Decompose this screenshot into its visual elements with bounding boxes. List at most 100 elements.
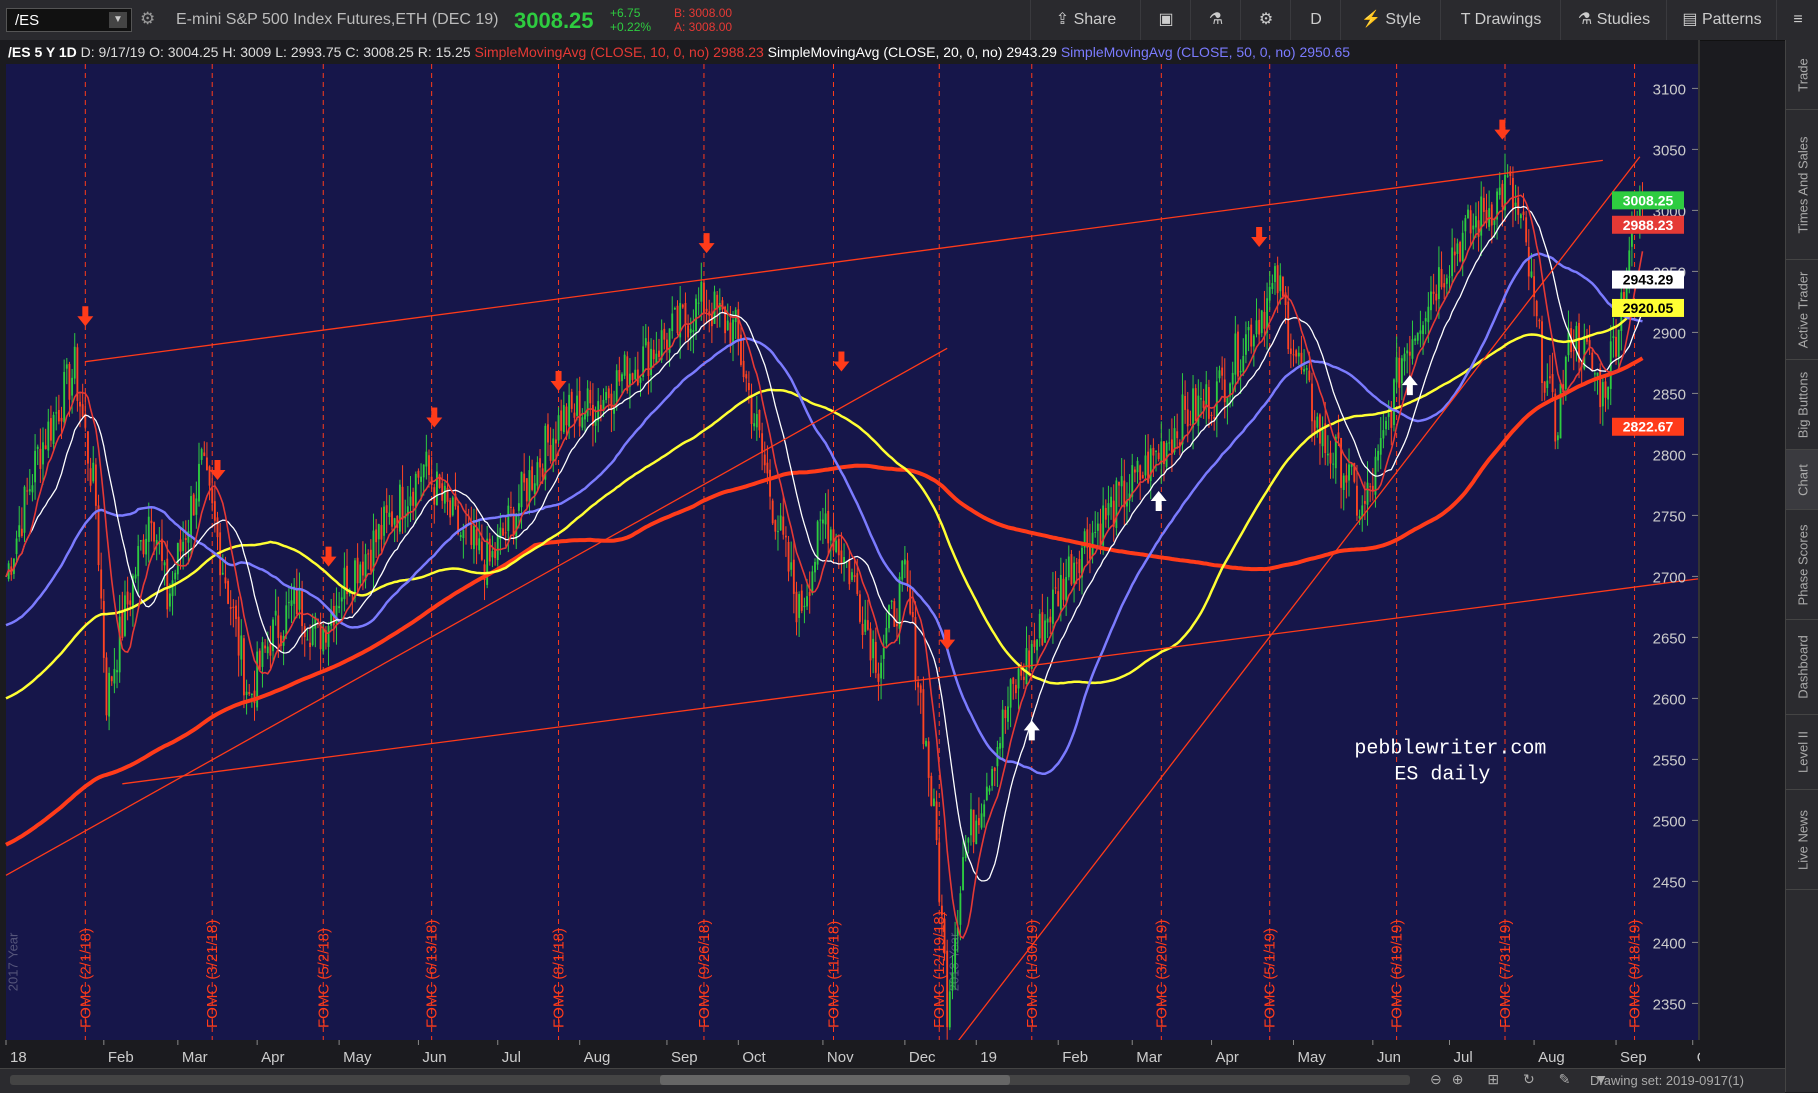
candle-body	[1189, 424, 1192, 426]
candle-body	[449, 500, 452, 518]
candle-body	[1601, 382, 1604, 407]
side-tab-phase-scores[interactable]: Phase Scores	[1786, 510, 1818, 620]
candle-body	[1623, 291, 1625, 300]
side-tab-live-news[interactable]: Live News	[1786, 790, 1818, 890]
candle-body	[1276, 265, 1279, 294]
candle-body	[837, 538, 840, 556]
candle-body	[322, 626, 325, 652]
candle-body	[1184, 396, 1187, 410]
candle-body	[1266, 298, 1268, 333]
studies-button[interactable]: ⚗ Studies	[1560, 0, 1667, 40]
candle-body	[658, 350, 660, 357]
candle-body	[330, 610, 333, 626]
candle-body	[346, 565, 348, 595]
candle-body	[568, 394, 571, 427]
candle-body	[1308, 370, 1311, 381]
candle-body	[372, 530, 375, 571]
layout-button[interactable]: ▣	[1140, 0, 1191, 40]
candle-body	[1271, 283, 1274, 289]
candle-body	[406, 506, 409, 516]
candle-body	[462, 529, 465, 539]
candle-body	[716, 294, 719, 309]
candle-body	[1123, 480, 1126, 508]
info-part: L: 2993.75	[275, 44, 345, 60]
candle-body	[190, 496, 192, 536]
flask-button[interactable]: ⚗	[1190, 0, 1241, 40]
candle-body	[525, 478, 528, 502]
share-button[interactable]: ⇪ Share	[1030, 0, 1141, 40]
candle-body	[893, 601, 896, 627]
zoom-controls[interactable]: ⊖⊕ ⊞ ↻ ✎ ▼	[1430, 1071, 1619, 1087]
drawings-button[interactable]: T Drawings	[1440, 0, 1561, 40]
candle-body	[1393, 379, 1395, 426]
menu-icon: ≡	[1793, 11, 1803, 28]
candle-body	[393, 518, 396, 525]
side-tab-times-and-sales[interactable]: Times And Sales	[1786, 110, 1818, 260]
candle-body	[1149, 448, 1152, 482]
candle-body	[145, 538, 148, 555]
side-tab-dashboard[interactable]: Dashboard	[1786, 620, 1818, 715]
candle-body	[1041, 612, 1044, 646]
info-part: O: 3004.25	[149, 44, 222, 60]
candle-body	[369, 549, 372, 571]
symbol-input[interactable]: /ES ▼	[6, 8, 132, 32]
candle-body	[946, 950, 949, 1028]
candle-body	[65, 364, 68, 369]
aggregation-button[interactable]: D	[1290, 0, 1341, 40]
side-tab-trade[interactable]: Trade	[1786, 40, 1818, 110]
candle-body	[1038, 613, 1041, 639]
candle-body	[1065, 577, 1068, 601]
candle-body	[1607, 386, 1610, 400]
side-tab-chart[interactable]: Chart	[1786, 450, 1818, 510]
candle-body	[1509, 171, 1512, 176]
candle-body	[1300, 352, 1303, 370]
side-tab-active-trader[interactable]: Active Trader	[1786, 260, 1818, 360]
candle-body	[264, 645, 267, 649]
bid-value: B: 3008.00	[674, 6, 733, 20]
candle-body	[1197, 395, 1200, 426]
candle-body	[655, 353, 658, 364]
candle-body	[34, 450, 37, 483]
candle-body	[607, 388, 610, 399]
candle-body	[1469, 210, 1472, 234]
candle-body	[1194, 388, 1197, 422]
candle-body	[1588, 340, 1591, 349]
candle-body	[869, 628, 872, 661]
patterns-button[interactable]: ▤ Patterns	[1666, 0, 1777, 40]
candle-body	[391, 511, 393, 527]
candle-body	[713, 291, 716, 324]
menu-button[interactable]: ≡	[1776, 0, 1818, 40]
side-tab-level-ii[interactable]: Level II	[1786, 715, 1818, 790]
candle-body	[930, 775, 933, 806]
candle-body	[851, 572, 853, 580]
candle-body	[1078, 559, 1081, 574]
style-button[interactable]: ⚡ Style	[1340, 0, 1441, 40]
down-arrow-icon	[320, 546, 337, 567]
candle-body	[549, 445, 552, 461]
candle-body	[750, 394, 753, 424]
candle-body	[15, 538, 18, 555]
candle-body	[594, 419, 597, 426]
symbol-dropdown-icon[interactable]: ▼	[109, 12, 127, 28]
candle-body	[1186, 409, 1189, 427]
candle-body	[293, 586, 296, 604]
chart-scrollbar[interactable]: ⊖⊕ ⊞ ↻ ✎ ▼ Drawing set: 2019-0917(1)	[0, 1068, 1785, 1093]
candle-body	[1054, 587, 1057, 589]
price-label-box	[1612, 191, 1684, 210]
candle-body	[182, 541, 185, 551]
candle-body	[1215, 381, 1218, 417]
symbol-settings-icon[interactable]: ⚙	[140, 9, 156, 28]
candle-body	[309, 642, 311, 648]
candle-body	[584, 412, 586, 420]
settings-button[interactable]: ⚙	[1240, 0, 1291, 40]
side-tab-big-buttons[interactable]: Big Buttons	[1786, 360, 1818, 450]
candle-body	[1181, 394, 1184, 445]
candle-body	[914, 617, 917, 682]
price-chart[interactable]: /ES 5 Y 1D D: 9/17/19 O: 3004.25 H: 3009…	[0, 40, 1700, 1070]
candle-body	[835, 540, 838, 553]
candle-body	[758, 410, 761, 431]
candle-body	[726, 320, 729, 330]
candle-body	[787, 541, 790, 572]
candle-body	[1493, 219, 1496, 225]
scroll-thumb[interactable]	[660, 1075, 1010, 1085]
